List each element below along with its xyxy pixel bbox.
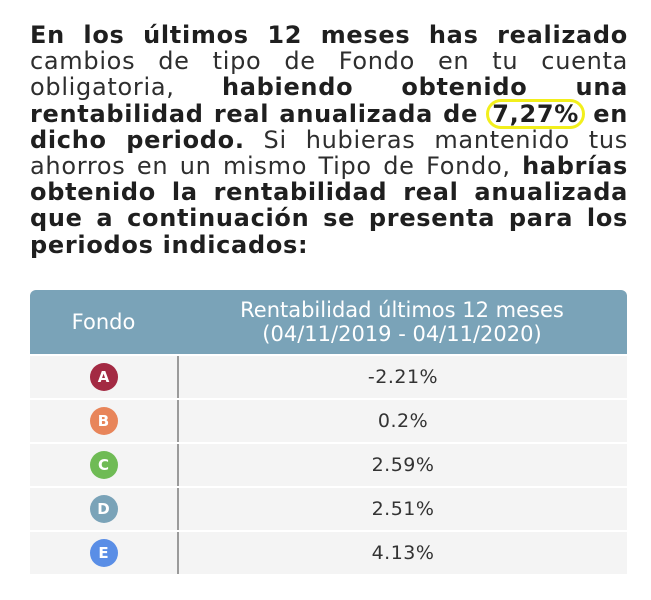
summary-text-5: Si hubieras mantenido tus ahorros en un … (30, 125, 628, 181)
summary-text-bold-1: En los últimos 12 meses has realizado (30, 21, 628, 49)
rentabilidad-value: 2.51% (371, 498, 435, 520)
rentabilidad-table: Fondo Rentabilidad últimos 12 meses (04/… (30, 290, 627, 574)
fondo-cell: E (30, 532, 179, 574)
rentabilidad-value: 4.13% (371, 542, 435, 564)
fondo-b-badge: B (89, 407, 118, 435)
table-row-b: B 0.2% (30, 398, 627, 442)
rentabilidad-value: 2.59% (371, 454, 435, 476)
table-row-c: C 2.59% (30, 442, 627, 486)
highlighted-rentabilidad: 7,27% (486, 98, 586, 129)
rentabilidad-value: -2.21% (367, 366, 439, 388)
fondo-a-badge: A (89, 363, 118, 391)
fondo-e-badge: E (89, 539, 118, 567)
header-rentabilidad-title: Rentabilidad últimos 12 meses (240, 298, 564, 322)
table-row-a: A -2.21% (30, 354, 627, 398)
fondo-cell: C (30, 444, 179, 486)
fondo-d-badge: D (89, 495, 118, 523)
rentabilidad-value: 0.2% (377, 410, 429, 432)
summary-paragraph: En los últimos 12 meses has realizado ca… (30, 22, 628, 258)
fondo-c-badge: C (89, 451, 118, 479)
header-rentabilidad-period: (04/11/2019 - 04/11/2020) (262, 322, 542, 346)
fondo-cell: D (30, 488, 179, 530)
header-rentabilidad: Rentabilidad últimos 12 meses (04/11/201… (177, 290, 627, 354)
summary-text-bold-6: habrías obtenido la rentabilidad real an… (30, 152, 628, 259)
fondo-cell: A (30, 356, 179, 398)
table-row-d: D 2.51% (30, 486, 627, 530)
summary-text-2: cambios de tipo de Fondo en tu cuenta ob… (30, 47, 628, 102)
summary-text-bold-3: habiendo obtenido una rentabilidad real … (30, 73, 628, 128)
table-row-e: E 4.13% (30, 530, 627, 574)
table-header: Fondo Rentabilidad últimos 12 meses (04/… (30, 290, 627, 354)
fondo-cell: B (30, 400, 179, 442)
summary-text-bold-4: en dicho periodo. (30, 99, 628, 154)
header-fondo: Fondo (71, 310, 136, 334)
